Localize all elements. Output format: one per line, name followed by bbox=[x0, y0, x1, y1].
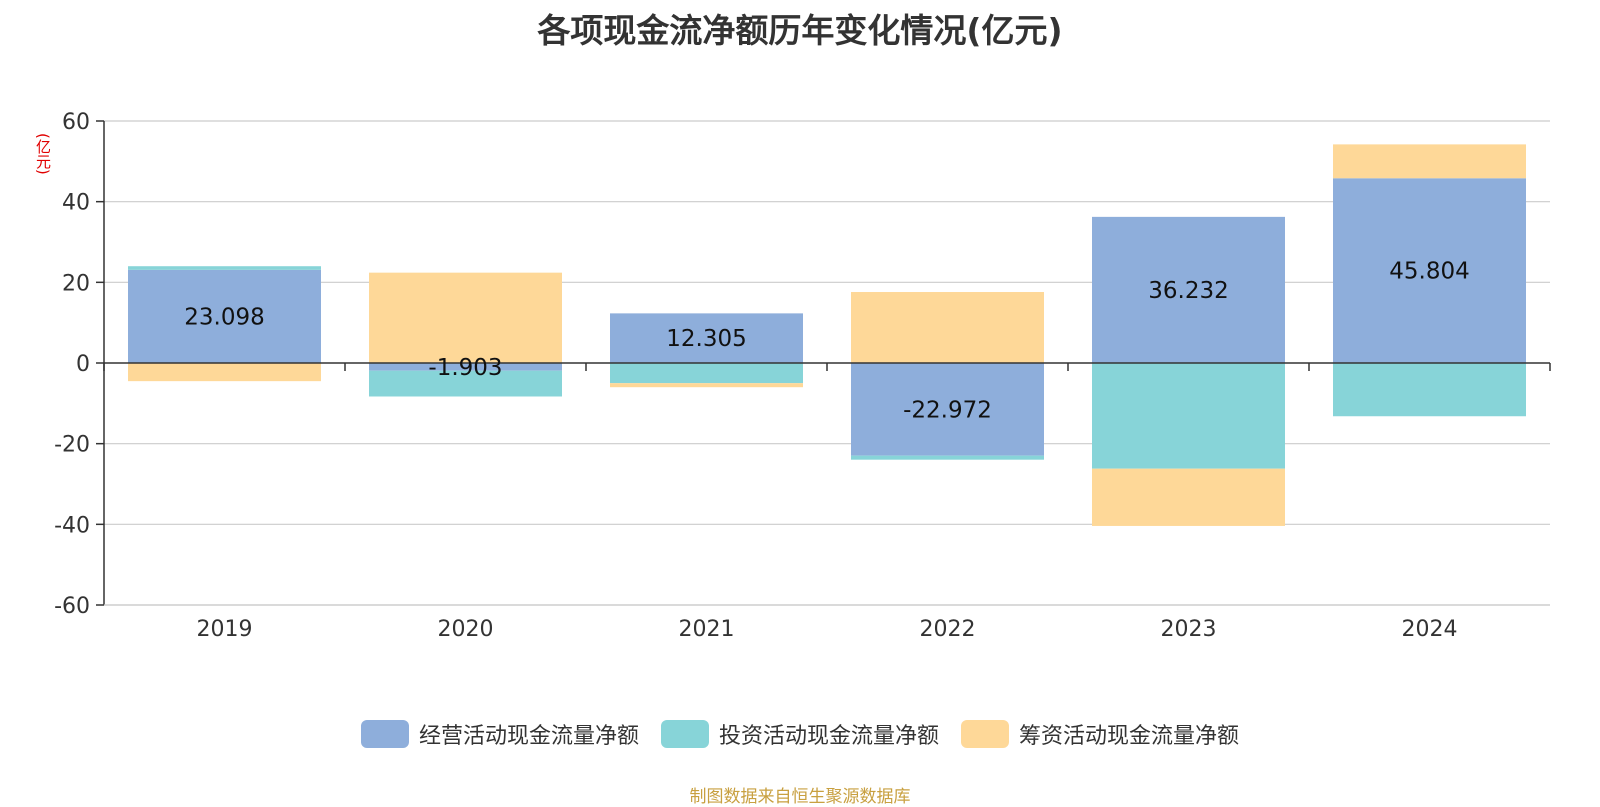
y-tick-label: 0 bbox=[76, 352, 90, 377]
bar-investing-2021 bbox=[610, 363, 803, 384]
chart-title: 各项现金流净额历年变化情况(亿元) bbox=[537, 11, 1063, 50]
legend: 经营活动现金流量净额 投资活动现金流量净额 筹资活动现金流量净额 bbox=[0, 718, 1600, 750]
data-label-2019: 23.098 bbox=[184, 304, 264, 330]
legend-label: 经营活动现金流量净额 bbox=[418, 724, 639, 749]
bar-financing-2020 bbox=[369, 272, 562, 363]
axis-layer: 60 40 20 0 -20 -40 -60 2019 2020 2021 2022 2023 2024 bbox=[54, 110, 1551, 642]
bar-investing-2024 bbox=[1333, 363, 1526, 417]
data-label-2020: -1.903 bbox=[428, 355, 502, 381]
bar-operating-2024 bbox=[1333, 178, 1526, 363]
legend-label: 投资活动现金流量净额 bbox=[718, 724, 939, 749]
x-tick-label-2022: 2022 bbox=[920, 617, 976, 642]
bar-financing-2021 bbox=[610, 383, 803, 388]
y-tick-label: -40 bbox=[54, 513, 90, 538]
legend-swatch bbox=[961, 720, 1009, 748]
legend-label: 筹资活动现金流量净额 bbox=[1019, 724, 1240, 749]
legend-swatch bbox=[360, 720, 409, 748]
bar-operating-2023 bbox=[1092, 216, 1285, 363]
bar-investing-2019 bbox=[128, 266, 321, 270]
bar-operating-2021 bbox=[610, 313, 803, 363]
bar-investing-2022 bbox=[851, 455, 1044, 460]
bar-operating-2022 bbox=[851, 363, 1044, 456]
y-tick-label: -20 bbox=[54, 433, 90, 458]
x-tick-label-2020: 2020 bbox=[438, 617, 494, 642]
bar-financing-2024 bbox=[1333, 144, 1526, 179]
legend-item-operating[interactable]: 经营活动现金流量净额 bbox=[360, 718, 639, 750]
y-tick-label: 20 bbox=[62, 271, 90, 296]
bar-investing-2020 bbox=[369, 370, 562, 397]
x-tick-label-2024: 2024 bbox=[1402, 617, 1458, 642]
bar-layer bbox=[128, 144, 1526, 526]
y-tick-label: 40 bbox=[62, 191, 90, 216]
legend-item-investing[interactable]: 投资活动现金流量净额 bbox=[660, 718, 939, 750]
legend-swatch bbox=[660, 720, 709, 748]
bar-financing-2019 bbox=[128, 363, 321, 382]
bar-operating-2019 bbox=[128, 269, 321, 363]
x-tick-label-2019: 2019 bbox=[197, 617, 253, 642]
bar-financing-2023 bbox=[1092, 468, 1285, 526]
x-tick-label-2023: 2023 bbox=[1161, 617, 1217, 642]
source-note: 制图数据来自恒生聚源数据库 bbox=[689, 787, 911, 807]
y-tick-label: -60 bbox=[54, 594, 90, 619]
x-tick-label-2021: 2021 bbox=[679, 617, 735, 642]
y-axis-unit-label: (亿元) bbox=[34, 133, 52, 175]
data-label-2024: 45.804 bbox=[1389, 259, 1469, 285]
bar-operating-2020 bbox=[369, 363, 562, 371]
data-label-2023: 36.232 bbox=[1148, 278, 1228, 304]
bar-investing-2023 bbox=[1092, 363, 1285, 469]
legend-item-financing[interactable]: 筹资活动现金流量净额 bbox=[961, 718, 1239, 750]
bar-financing-2022 bbox=[851, 292, 1044, 363]
stacked-bar-chart: 60 40 20 0 -20 -40 -60 2019 2020 2021 2022 2023 2024… bbox=[54, 110, 1551, 642]
label-layer: 23.098 -1.903 12.305 -22.972 36.232 45.804 bbox=[184, 259, 1469, 424]
y-tick-label: 60 bbox=[62, 110, 90, 135]
data-label-2022: -22.972 bbox=[903, 397, 992, 423]
data-label-2021: 12.305 bbox=[666, 326, 746, 352]
